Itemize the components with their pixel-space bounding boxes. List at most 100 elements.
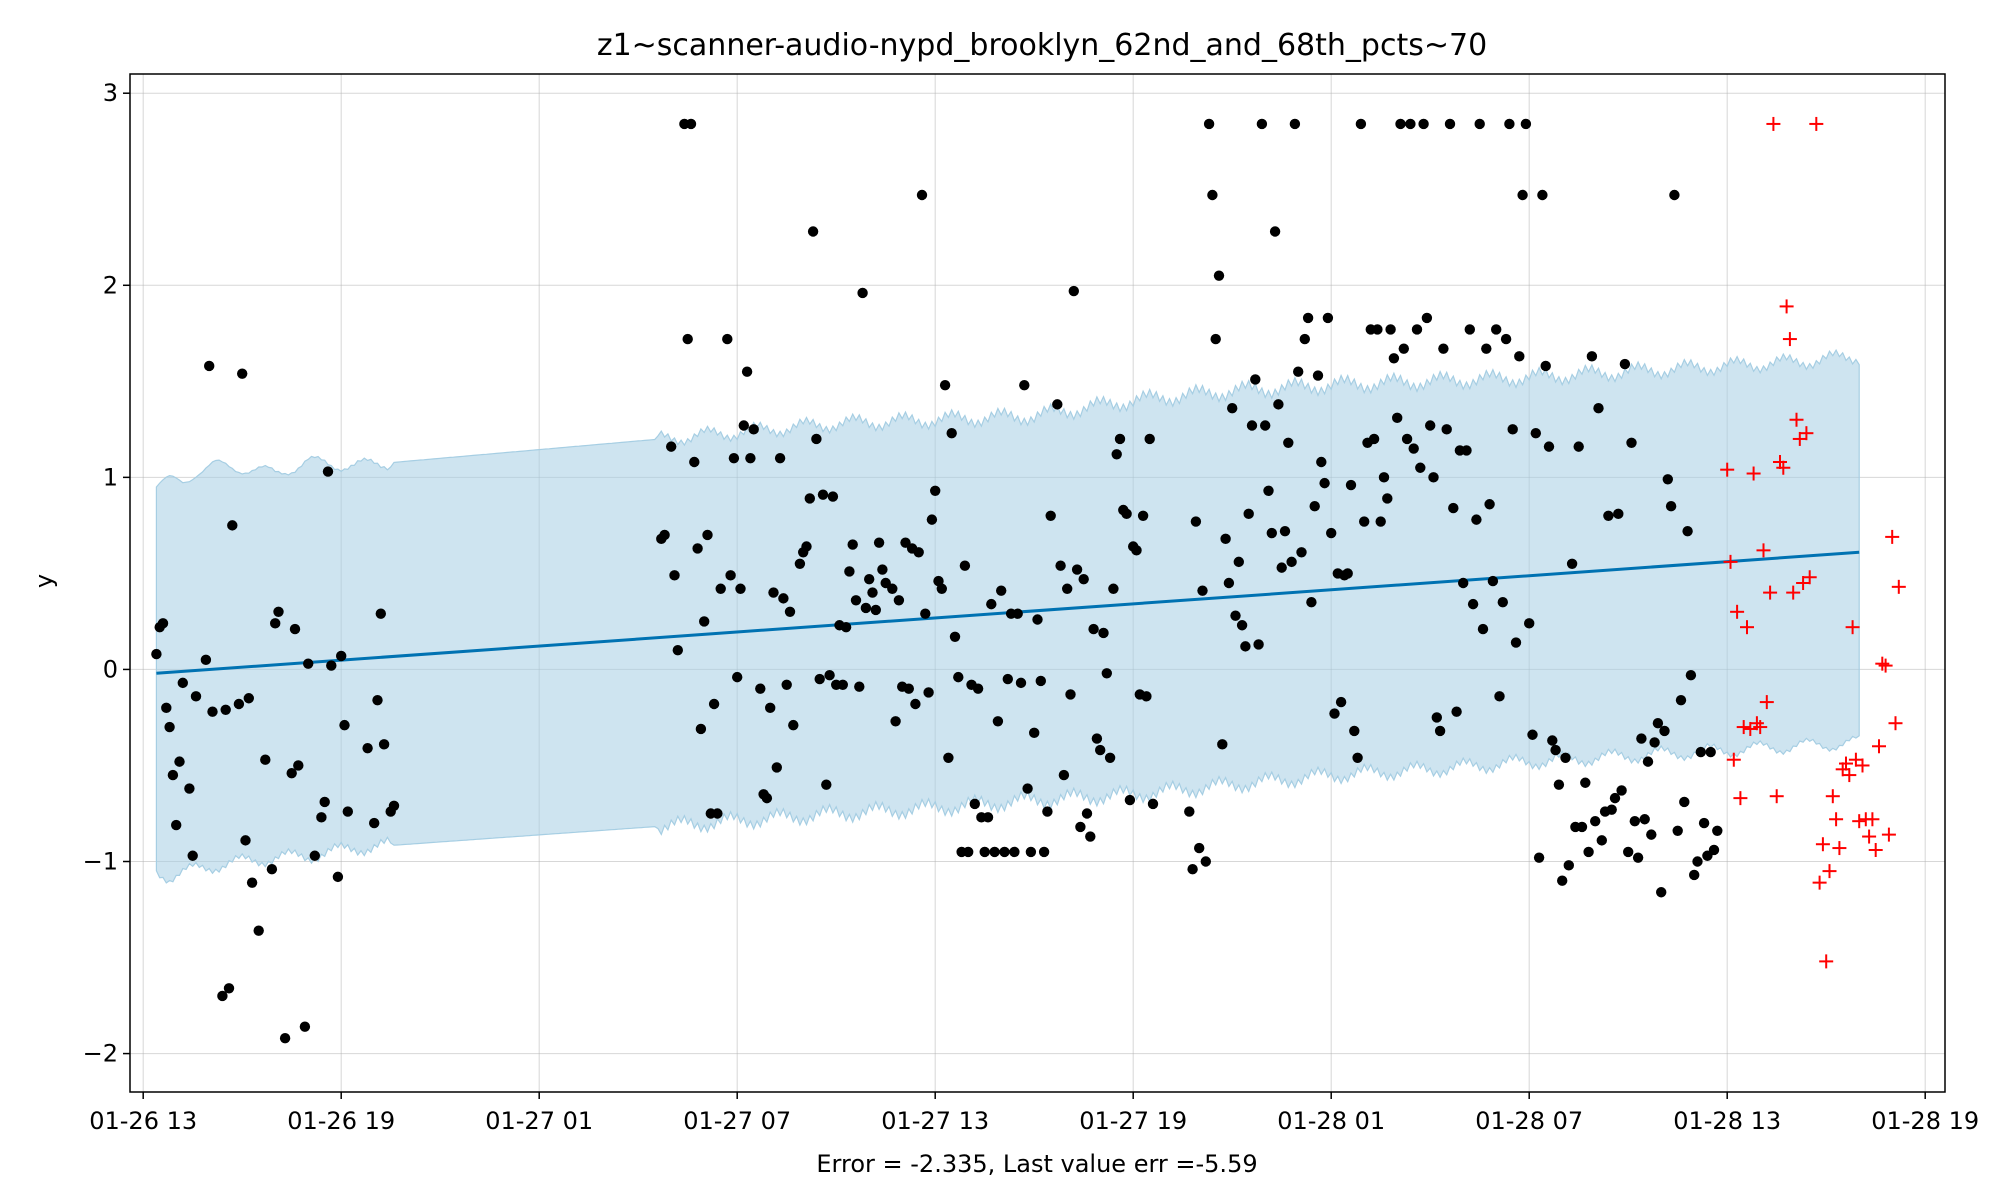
observed-point — [1131, 545, 1142, 556]
observed-point — [1058, 769, 1070, 781]
observed-point — [1309, 500, 1320, 512]
observed-point — [322, 466, 334, 477]
future-point — [1769, 789, 1784, 804]
observed-point — [1530, 427, 1542, 439]
observed-point — [715, 583, 726, 594]
observed-point — [936, 583, 947, 594]
observed-point — [1098, 627, 1109, 639]
observed-point — [1524, 618, 1535, 629]
observed-point — [1286, 556, 1297, 568]
future-point — [1835, 762, 1850, 777]
future-point — [1891, 579, 1906, 594]
observed-point — [1022, 783, 1033, 794]
future-point — [1782, 332, 1797, 347]
observed-point — [1378, 472, 1390, 483]
observed-point — [913, 547, 924, 558]
observed-point — [1527, 729, 1538, 740]
future-point — [1855, 758, 1870, 773]
observed-point — [1593, 403, 1604, 414]
future-point — [1839, 756, 1853, 771]
observed-point — [732, 671, 743, 683]
observed-point — [1481, 343, 1492, 354]
points-layer — [151, 116, 1906, 1044]
observed-point — [1233, 556, 1245, 568]
y-tick-label: 1 — [103, 463, 118, 491]
observed-point — [850, 595, 862, 606]
observed-point — [1438, 343, 1449, 354]
future-point — [1802, 570, 1817, 585]
observed-point — [1401, 433, 1413, 445]
observed-point — [190, 691, 202, 702]
observed-point — [1065, 689, 1076, 700]
observed-point — [332, 871, 344, 883]
observed-point — [982, 812, 994, 823]
observed-point — [659, 529, 670, 541]
y-tick-label: −2 — [83, 1040, 118, 1068]
observed-point — [1692, 856, 1703, 867]
observed-point — [286, 767, 297, 779]
x-axis-ticks: 01-26 13 01-26 19 01-27 01 01-27 07 01-27 13… — [89, 1092, 1979, 1135]
observed-point — [1029, 727, 1040, 739]
observed-point — [877, 564, 888, 575]
observed-point — [1665, 500, 1677, 512]
observed-point — [1246, 420, 1258, 431]
observed-point — [1563, 860, 1575, 871]
observed-point — [745, 452, 756, 464]
observed-point — [827, 491, 839, 502]
observed-point — [1685, 669, 1697, 681]
observed-point — [1580, 777, 1591, 788]
observed-point — [1576, 821, 1588, 833]
observed-point — [926, 514, 938, 525]
observed-point — [969, 798, 980, 810]
observed-point — [1042, 806, 1053, 817]
observed-point — [801, 541, 812, 552]
observed-point — [1434, 725, 1446, 737]
observed-point — [375, 608, 386, 619]
future-point — [1829, 812, 1844, 827]
observed-point — [161, 702, 172, 714]
observed-point — [778, 593, 789, 604]
observed-point — [1675, 694, 1687, 706]
observed-point — [1656, 887, 1667, 898]
future-point — [1848, 752, 1863, 767]
observed-point — [996, 585, 1007, 596]
observed-point — [890, 716, 901, 727]
future-point — [1865, 812, 1880, 827]
observed-point — [1662, 474, 1674, 485]
observed-point — [1104, 752, 1116, 763]
observed-point — [939, 379, 951, 391]
observed-point — [692, 543, 703, 554]
observed-point — [1062, 583, 1073, 594]
observed-point — [1045, 510, 1056, 521]
future-point — [1726, 752, 1741, 767]
observed-point — [1015, 677, 1027, 689]
future-point — [1720, 462, 1735, 477]
observed-point — [867, 587, 878, 598]
observed-point — [1326, 527, 1337, 539]
observed-point — [220, 704, 231, 715]
observed-point — [1573, 441, 1584, 452]
observed-point — [1091, 733, 1103, 744]
future-point — [1822, 864, 1837, 879]
observed-point — [1441, 424, 1452, 435]
observed-point — [1428, 472, 1439, 483]
observed-point — [316, 812, 327, 823]
observed-point — [309, 850, 320, 861]
observed-point — [1421, 312, 1433, 324]
observed-point — [1342, 568, 1353, 579]
observed-point — [273, 606, 284, 618]
future-point — [1753, 720, 1768, 735]
observed-point — [253, 925, 264, 936]
observed-point — [1547, 735, 1558, 746]
observed-point — [1147, 798, 1159, 810]
observed-point — [1213, 270, 1225, 281]
observed-point — [672, 645, 683, 656]
observed-point — [1296, 547, 1307, 558]
observed-point — [887, 583, 898, 594]
observed-point — [1052, 399, 1063, 410]
observed-point — [1596, 835, 1608, 846]
observed-point — [1494, 691, 1505, 702]
observed-point — [1124, 794, 1136, 806]
observed-point — [1639, 814, 1650, 825]
observed-point — [1507, 424, 1518, 435]
